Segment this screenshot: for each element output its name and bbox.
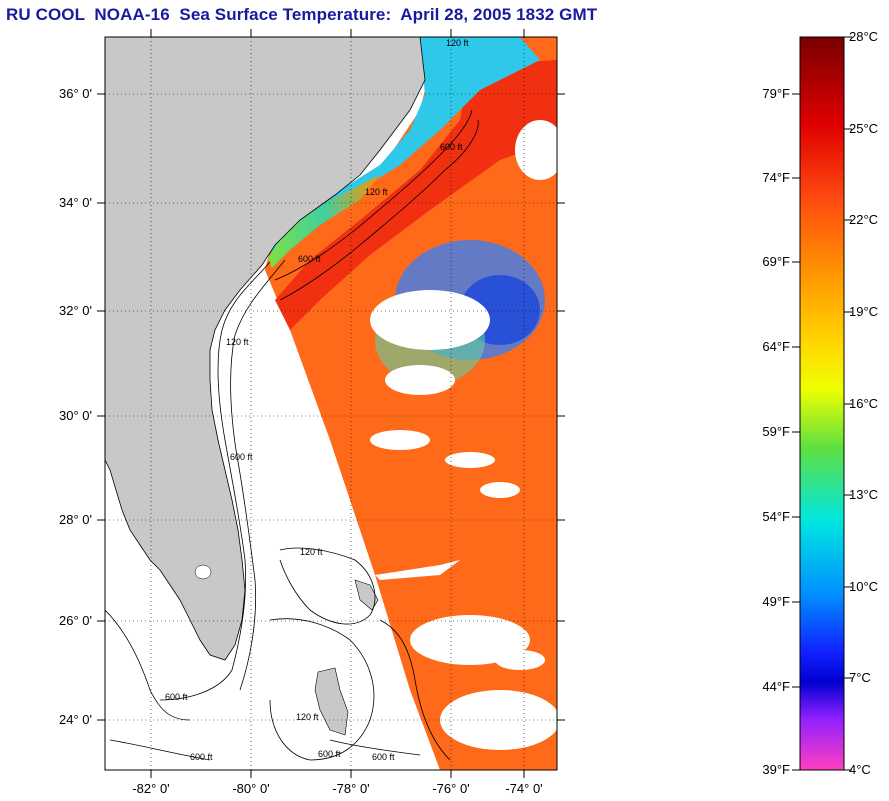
contour-label-group: 120 ft 600 ft 120 ft 600 ft 120 ft 600 f… — [165, 38, 469, 762]
lat-tick-label: 32° 0' — [59, 303, 92, 318]
colorbar-f-label: 39°F — [762, 762, 790, 777]
colorbar-c-label: 13°C — [849, 487, 879, 502]
nearshore-water — [268, 175, 380, 268]
lat-tick-label: 36° 0' — [59, 86, 92, 101]
lon-tick-label: -82° 0' — [132, 781, 170, 796]
lon-tick-label: -74° 0' — [505, 781, 543, 796]
lat-tick-label: 26° 0' — [59, 613, 92, 628]
colorbar-f-label: 54°F — [762, 509, 790, 524]
contour-label: 120 ft — [226, 337, 249, 347]
colorbar-ticks — [792, 36, 852, 771]
colorbar — [799, 36, 845, 771]
lon-tick-label: -80° 0' — [232, 781, 270, 796]
lon-tick-label: -78° 0' — [332, 781, 370, 796]
graticule — [105, 37, 557, 770]
axis-ticks — [97, 29, 565, 778]
contour-label: 600 ft — [165, 692, 188, 702]
contour-label: 120 ft — [300, 547, 323, 557]
depth-contours — [105, 109, 479, 761]
lat-tick-label: 28° 0' — [59, 512, 92, 527]
colorbar-f-label: 69°F — [762, 254, 790, 269]
contour-label: 600 ft — [440, 142, 463, 152]
colorbar-f-label: 49°F — [762, 594, 790, 609]
lat-tick-label: 24° 0' — [59, 712, 92, 727]
contour-label: 600 ft — [298, 254, 321, 264]
colorbar-c-label: 22°C — [849, 212, 879, 227]
map-frame — [104, 36, 558, 771]
bahamas-andros — [314, 667, 349, 736]
colorbar-c-label: 16°C — [849, 396, 879, 411]
contour-label: 600 ft — [372, 752, 395, 762]
colorbar-f-label: 79°F — [762, 86, 790, 101]
colorbar-f-label: 44°F — [762, 679, 790, 694]
contour-label: 600 ft — [318, 749, 341, 759]
lat-tick-label: 34° 0' — [59, 195, 92, 210]
bahamas-abaco — [354, 579, 379, 611]
colorbar-c-label: 19°C — [849, 304, 879, 319]
lon-tick-label: -76° 0' — [432, 781, 470, 796]
gulf-stream-band — [275, 60, 557, 330]
map-title: RU COOL NOAA-16 Sea Surface Temperature:… — [6, 5, 598, 24]
colorbar-f-label: 59°F — [762, 424, 790, 439]
contour-label: 600 ft — [190, 752, 213, 762]
sst-swath — [265, 37, 557, 770]
colorbar-c-label: 25°C — [849, 121, 879, 136]
lake-okeechobee — [194, 564, 212, 580]
cloud-patches — [370, 120, 557, 750]
colorbar-f-label: 74°F — [762, 170, 790, 185]
colorbar-c-label: 10°C — [849, 579, 879, 594]
colorbar-f-label: 64°F — [762, 339, 790, 354]
contour-label: 120 ft — [446, 38, 469, 48]
colorbar-c-label: 4°C — [849, 762, 871, 777]
lat-tick-label: 30° 0' — [59, 408, 92, 423]
land-southeast-us — [105, 37, 426, 661]
map-area: 120 ft 600 ft 120 ft 600 ft 120 ft 600 f… — [105, 37, 557, 770]
contour-label: 120 ft — [365, 187, 388, 197]
colorbar-c-label: 28°C — [849, 29, 879, 44]
colorbar-c-label: 7°C — [849, 670, 871, 685]
contour-label: 600 ft — [230, 452, 253, 462]
contour-label: 120 ft — [296, 712, 319, 722]
